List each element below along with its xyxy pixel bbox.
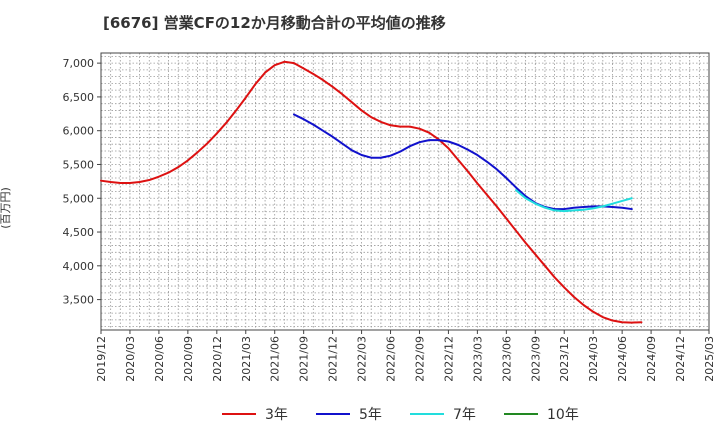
y-tick-label: 5,500	[63, 158, 95, 171]
x-tick-label: 2022/06	[385, 336, 398, 382]
x-tick-label: 2020/12	[211, 336, 224, 382]
plot-frame	[100, 52, 710, 331]
x-tick-label: 2022/03	[356, 336, 369, 382]
x-tick-label: 2021/09	[298, 336, 311, 382]
series-line-0	[100, 60, 643, 324]
x-tick-label: 2024/12	[674, 336, 687, 382]
legend-label-1: 5年	[359, 407, 382, 423]
x-tick-label: 2022/09	[413, 336, 426, 382]
x-tick-label: 2020/03	[124, 336, 137, 382]
x-tick-label: 2020/06	[153, 336, 166, 382]
legend-label-2: 7年	[453, 407, 476, 423]
series-line-2	[514, 189, 633, 213]
x-tick-label: 2019/12	[95, 336, 108, 382]
y-tick-label: 7,000	[63, 57, 95, 70]
x-tick-label: 2021/12	[327, 336, 340, 382]
x-tick-label: 2024/09	[645, 336, 658, 382]
x-tick-label: 2023/03	[471, 336, 484, 382]
x-tick-label: 2025/03	[703, 336, 716, 382]
legend-label-0: 3年	[265, 407, 288, 423]
x-tick-label: 2022/12	[442, 336, 455, 382]
x-tick-label: 2021/03	[240, 336, 253, 382]
x-tick-label: 2024/06	[616, 336, 629, 382]
x-tick-label: 2020/09	[182, 336, 195, 382]
y-tick-label: 4,500	[63, 226, 95, 239]
series-line-1	[293, 113, 633, 211]
y-tick-label: 4,000	[63, 260, 95, 273]
plot-area	[101, 53, 709, 330]
x-tick-label: 2024/03	[587, 336, 600, 382]
x-tick-label: 2021/06	[269, 336, 282, 382]
y-tick-label: 5,000	[63, 192, 95, 205]
y-tick-label: 3,500	[63, 294, 95, 307]
x-tick-label: 2023/09	[529, 336, 542, 382]
chart-title: [6676] 営業CFの12か月移動合計の平均値の推移	[103, 14, 446, 32]
x-tick-label: 2023/12	[558, 336, 571, 382]
y-tick-label: 6,500	[63, 91, 95, 104]
legend-label-3: 10年	[547, 407, 579, 423]
x-tick-label: 2023/06	[500, 336, 513, 382]
y-tick-label: 6,000	[63, 125, 95, 138]
